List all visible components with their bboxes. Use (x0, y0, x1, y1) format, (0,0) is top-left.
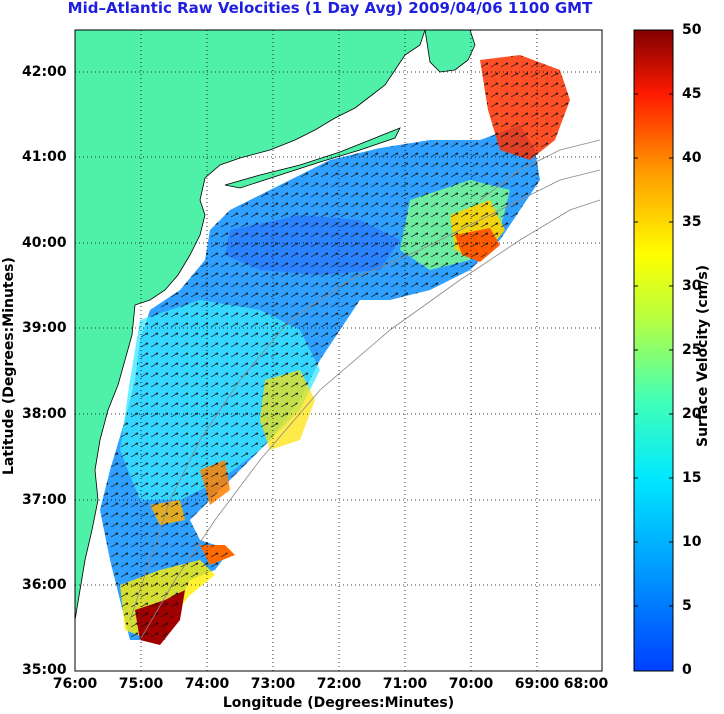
x-tick-label: 76:00 (52, 676, 98, 692)
colorbar-tick-label: 15 (682, 470, 702, 486)
colorbar-ticks (634, 93, 673, 607)
colorbar-tick-label: 30 (682, 278, 702, 294)
y-tick-label: 39:00 (22, 320, 67, 336)
grid-lines (75, 30, 602, 671)
y-tick-label: 35:00 (22, 662, 67, 678)
land-cape (424, 30, 476, 73)
x-tick-label: 70:00 (448, 676, 494, 692)
map-title: Mid–Atlantic Raw Velocities (1 Day Avg) … (67, 0, 593, 17)
y-tick-label: 42:00 (22, 64, 67, 80)
colorbar-tick-label: 10 (682, 534, 702, 550)
colorbar-tick-label: 0 (682, 662, 692, 678)
x-tick-label: 74:00 (184, 676, 230, 692)
colorbar-tick-label: 25 (682, 342, 702, 358)
plot-frame (74, 29, 603, 672)
x-tick-label: 69:00 (514, 676, 560, 692)
colorbar-tick-label: 20 (682, 406, 702, 422)
y-tick-label: 38:00 (22, 406, 67, 422)
x-tick-label: 72:00 (316, 676, 362, 692)
x-tick-label: 68:00 (563, 676, 609, 692)
y-tick-label: 36:00 (22, 577, 67, 593)
x-axis-label: Longitude (Degrees:Minutes) (222, 695, 455, 711)
x-tick-label: 75:00 (118, 676, 164, 692)
y-tick-label: 41:00 (22, 149, 67, 165)
colorbar-tick-label: 5 (682, 598, 692, 614)
bathymetry-contours (129, 139, 601, 641)
velocity-field (100, 55, 570, 645)
colorbar-tick-label: 40 (682, 150, 702, 166)
colorbar-tick-label: 45 (682, 86, 702, 102)
x-tick-label: 71:00 (382, 676, 428, 692)
land-long-island (224, 127, 401, 189)
land-mass (75, 30, 426, 621)
colorbar (633, 29, 674, 672)
x-tick-label: 73:00 (250, 676, 296, 692)
y-tick-label: 40:00 (22, 235, 67, 251)
colorbar-tick-label: 35 (682, 214, 702, 230)
colorbar-tick-label: 50 (682, 22, 702, 38)
y-tick-label: 37:00 (22, 492, 67, 508)
